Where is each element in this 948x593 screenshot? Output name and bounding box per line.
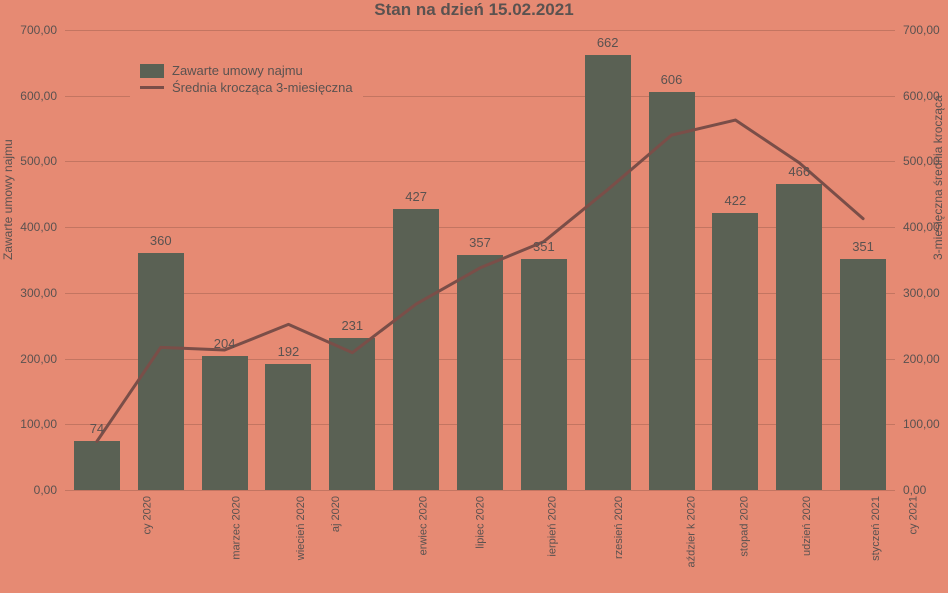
y-tick-right: 200,00 [903,352,940,366]
y-tick-left: 300,00 [0,286,57,300]
y-axis-left-title: Zawarte umowy najmu [1,139,15,260]
y-tick-left: 700,00 [0,23,57,37]
x-tick-label: wiecień 2020 [295,496,307,560]
gridline [65,490,895,491]
y-tick-left: 0,00 [0,483,57,497]
legend-label-line: Średnia krocząca 3-miesięczna [172,80,353,95]
bar-data-label: 422 [705,193,765,208]
x-tick-label: ierpień 2020 [547,496,559,557]
bar-data-label: 606 [642,72,702,87]
x-tick-label: lipiec 2020 [475,496,487,549]
bar-data-label: 351 [514,239,574,254]
y-tick-left: 100,00 [0,417,57,431]
x-tick-label: rzesień 2020 [613,496,625,559]
x-tick-label: aździer k 2020 [685,496,697,568]
y-tick-right: 100,00 [903,417,940,431]
x-tick-label: erwiec 2020 [418,496,430,555]
bar-data-label: 427 [386,189,446,204]
y-tick-right: 700,00 [903,23,940,37]
bar-data-label: 231 [322,318,382,333]
bar-data-label: 351 [833,239,893,254]
bar-data-label: 662 [578,35,638,50]
bar-data-label: 192 [258,344,318,359]
x-tick-label: marzec 2020 [230,496,242,560]
legend-item-line: Średnia krocząca 3-miesięczna [140,80,353,95]
bar-data-label: 74 [67,421,127,436]
legend-label-bars: Zawarte umowy najmu [172,63,303,78]
x-tick-label: cy 2020 [141,496,153,535]
bar-data-label: 466 [769,164,829,179]
y-tick-right: 0,00 [903,483,926,497]
legend-item-bars: Zawarte umowy najmu [140,63,353,78]
bar-data-label: 357 [450,235,510,250]
y-tick-right: 300,00 [903,286,940,300]
chart-title: Stan na dzień 15.02.2021 [0,0,948,20]
bar-data-label: 204 [195,336,255,351]
y-tick-left: 200,00 [0,352,57,366]
x-tick-label: styczeń 2021 [870,496,882,561]
x-tick-label: stopad 2020 [738,496,750,557]
y-tick-left: 600,00 [0,89,57,103]
x-tick-label: udzień 2020 [801,496,813,556]
legend-swatch-bar [140,64,164,78]
y-axis-right-title: 3-miesięczna średnia krocząca [931,95,945,260]
bar-data-label: 360 [131,233,191,248]
legend-swatch-line [140,86,164,89]
x-tick-label: aj 2020 [331,496,343,532]
x-tick-label: cy 2021 [908,496,920,535]
legend: Zawarte umowy najmu Średnia krocząca 3-m… [130,55,363,103]
